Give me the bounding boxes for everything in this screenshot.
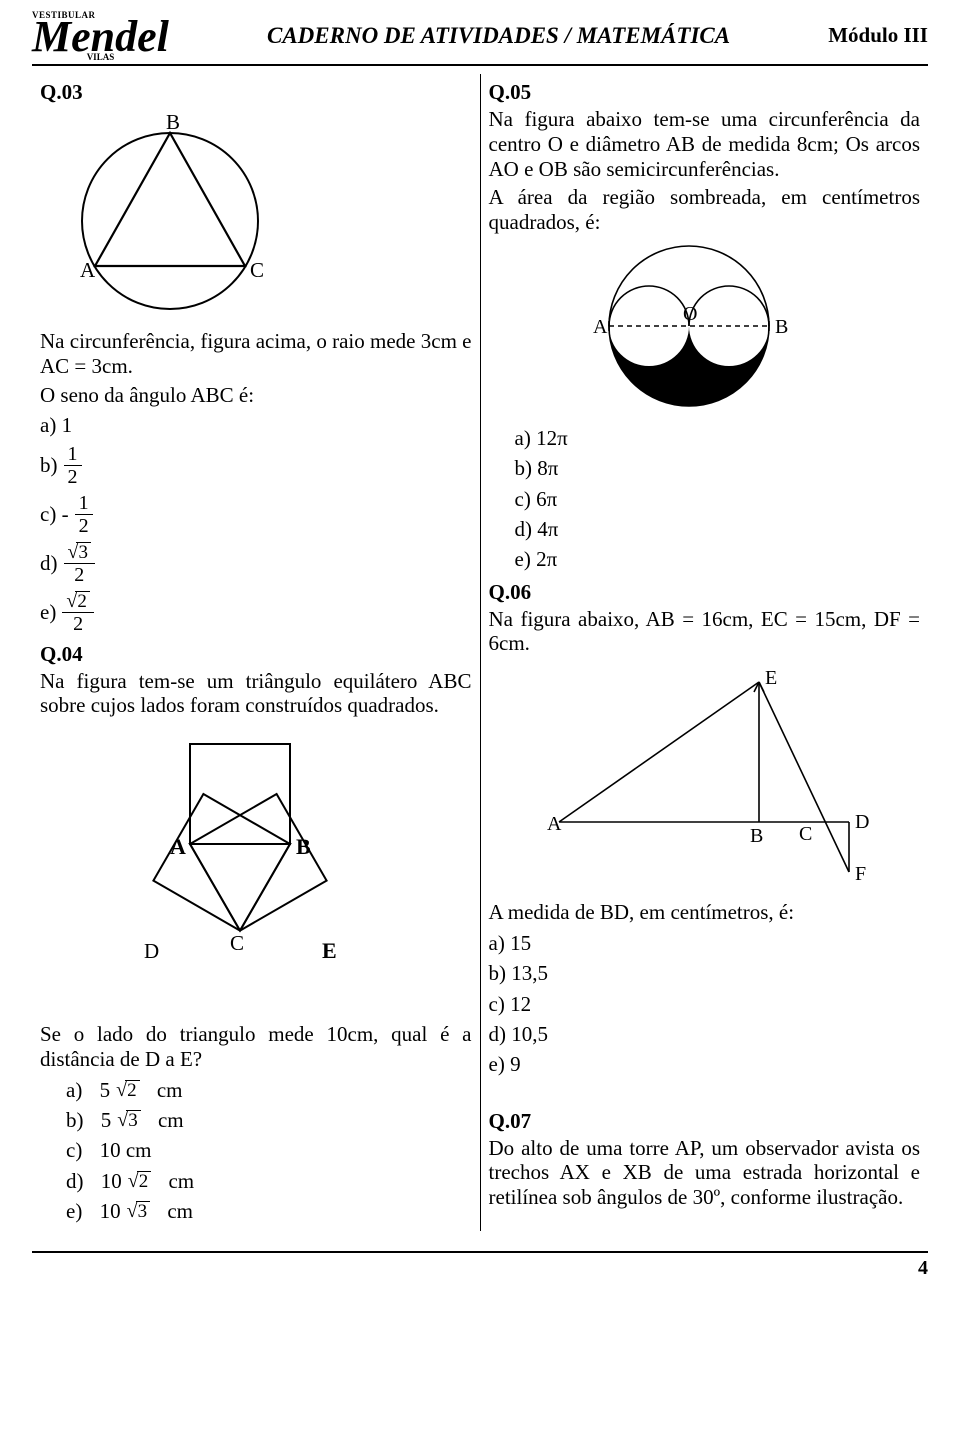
q03-opt-e: e) 22 (40, 589, 472, 636)
header-title: CADERNO DE ATIVIDADES / MATEMÁTICA (267, 23, 730, 49)
q04-text2: Se o lado do triangulo mede 10cm, qual é… (40, 1022, 472, 1072)
q07-number: Q.07 (489, 1109, 921, 1134)
logo-sub: VILAS (87, 54, 115, 60)
q06-opt-d: d) 10,5 (489, 1020, 921, 1048)
q05-opt-e: e) 2π (489, 545, 921, 573)
q06-label-D: D (855, 811, 869, 833)
q03-opt-b: b) 12 (40, 442, 472, 489)
q04-figure: A B C D E (70, 724, 472, 1014)
q05-opt-a: a) 12π (489, 424, 921, 452)
q06-label-C: C (799, 823, 812, 845)
q05-opt-b: b) 8π (489, 454, 921, 482)
q06-figure: A B C D E F (529, 662, 921, 892)
left-column: Q.03 A B C Na circunferência, figura aci… (32, 74, 480, 1231)
q06-label-E: E (765, 667, 777, 689)
q06-opt-c: c) 12 (489, 990, 921, 1018)
page-footer: 4 (32, 1251, 928, 1280)
q07-text1: Do alto de uma torre AP, um observador a… (489, 1136, 921, 1210)
q03-figure: A B C (40, 111, 472, 321)
q05-label-B: B (775, 316, 788, 338)
right-column: Q.05 Na figura abaixo tem-se uma circunf… (481, 74, 929, 1231)
q03-label-A: A (80, 258, 96, 282)
q04-text1: Na figura tem-se um triângulo equilátero… (40, 669, 472, 719)
q05-number: Q.05 (489, 80, 921, 105)
q05-text1: Na figura abaixo tem-se uma circunferênc… (489, 107, 921, 181)
q04-opt-c: c) 10 cm (40, 1136, 472, 1164)
q04-label-E: E (322, 938, 337, 963)
q06-opt-e: e) 9 (489, 1050, 921, 1078)
q04-label-B: B (296, 834, 311, 859)
q06-text2: A medida de BD, em centímetros, é: (489, 900, 921, 925)
q03-text1: Na circunferência, figura acima, o raio … (40, 329, 472, 379)
q06-number: Q.06 (489, 580, 921, 605)
q03-label-C: C (250, 258, 264, 282)
page-number: 4 (918, 1257, 928, 1279)
q05-opt-d: d) 4π (489, 515, 921, 543)
header-module: Módulo III (828, 23, 928, 48)
q04-label-D: D (144, 939, 159, 963)
q04-label-A: A (170, 834, 186, 859)
q03-text2: O seno da ângulo ABC é: (40, 383, 472, 408)
q03-number: Q.03 (40, 80, 472, 105)
q05-text2: A área da região sombreada, em centímetr… (489, 185, 921, 235)
q03-opt-d: d) 32 (40, 540, 472, 587)
q05-label-A: A (593, 316, 608, 338)
q06-options: a) 15 b) 13,5 c) 12 d) 10,5 e) 9 (489, 929, 921, 1079)
q06-opt-b: b) 13,5 (489, 959, 921, 987)
q04-opt-e: e) 10 3 cm (40, 1197, 472, 1225)
q05-opt-c: c) 6π (489, 485, 921, 513)
q04-number: Q.04 (40, 642, 472, 667)
q03-options: a) 1 b) 12 c) - 12 d) 32 e) 22 (40, 411, 472, 635)
q05-label-O: O (683, 303, 697, 325)
q06-label-B: B (750, 825, 763, 847)
logo: VESTIBULAR Mendel VILAS (32, 12, 169, 60)
q06-label-A: A (547, 813, 562, 835)
q04-label-C: C (230, 931, 244, 955)
logo-main: Mendel (32, 18, 169, 55)
q03-opt-a: a) 1 (40, 411, 472, 439)
page-header: VESTIBULAR Mendel VILAS CADERNO DE ATIVI… (32, 12, 928, 66)
q04-opt-b: b) 5 3 cm (40, 1106, 472, 1134)
q04-opt-a: a) 5 2 cm (40, 1076, 472, 1104)
q05-options: a) 12π b) 8π c) 6π d) 4π e) 2π (489, 424, 921, 574)
q06-text1: Na figura abaixo, AB = 16cm, EC = 15cm, … (489, 607, 921, 657)
q06-opt-a: a) 15 (489, 929, 921, 957)
q03-opt-c: c) - 12 (40, 491, 472, 538)
q05-figure: A O B (559, 241, 921, 416)
q06-label-F: F (855, 863, 866, 885)
q04-options: a) 5 2 cm b) 5 3 cm c) 10 cm d) (40, 1076, 472, 1226)
q03-label-B: B (166, 111, 180, 134)
q04-opt-d: d) 10 2 cm (40, 1167, 472, 1195)
